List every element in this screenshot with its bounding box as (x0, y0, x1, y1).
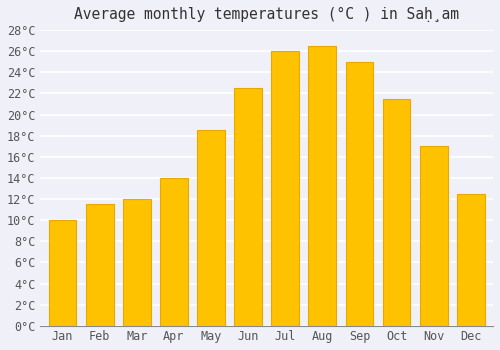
Bar (86, 204, 114, 326)
Bar (382, 99, 410, 326)
Bar (457, 194, 484, 326)
Bar (234, 88, 262, 326)
Bar (346, 62, 374, 326)
Bar (272, 51, 299, 326)
Bar (48, 220, 76, 326)
Bar (123, 199, 150, 326)
Bar (308, 46, 336, 326)
Title: Average monthly temperatures (°C ) in Saḩ̣am: Average monthly temperatures (°C ) in Sa… (74, 7, 459, 22)
Bar (420, 146, 448, 326)
Bar (197, 131, 225, 326)
Bar (160, 178, 188, 326)
